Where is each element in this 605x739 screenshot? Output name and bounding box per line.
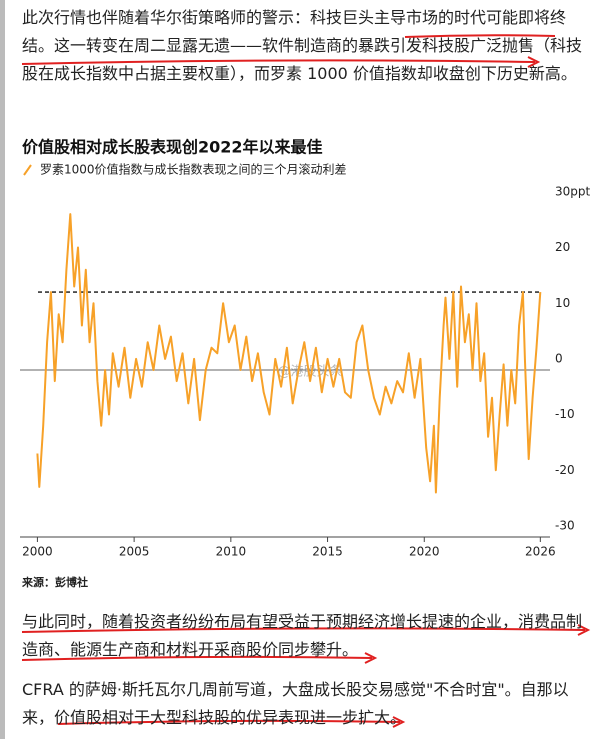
x-tick-label: 2026 <box>525 545 556 559</box>
underline <box>404 34 556 38</box>
chart-title: 价值股相对成长股表现创2022年以来最佳 <box>22 138 323 157</box>
paragraph: 此次行情也伴随着华尔街策略师的警示：科技巨头主导市场的时代可能即将终结。这一转变… <box>22 8 583 83</box>
y-tick-label: -30 <box>555 519 575 533</box>
paragraph: 与此同时，随着投资者纷纷布局有望受益于预期经济增长提速的企业，消费品制造商、能源… <box>22 612 583 659</box>
paragraph: CFRA 的萨姆·斯托瓦尔几周前写道，大盘成长股交易感觉"不合时宜"。自那以来，… <box>22 680 569 727</box>
x-tick-label: 2020 <box>409 545 440 559</box>
underline <box>21 56 541 68</box>
x-tick-label: 2000 <box>22 545 53 559</box>
y-tick-label: 20 <box>555 240 570 254</box>
y-tick-label: -10 <box>555 407 575 421</box>
x-tick-label: 2005 <box>119 545 150 559</box>
annotations <box>21 34 591 728</box>
y-tick-label: -20 <box>555 463 575 477</box>
legend-label: 罗素1000价值指数与成长指数表现之间的三个月滚动利差 <box>40 162 347 177</box>
legend-swatch <box>23 164 32 176</box>
x-tick-label: 2010 <box>216 545 247 559</box>
data-line <box>36 213 542 494</box>
left-border <box>0 0 5 739</box>
x-tick-label: 2015 <box>312 545 343 559</box>
source: 来源：彭博社 <box>21 575 88 589</box>
y-tick-label: 10 <box>555 296 570 310</box>
underline <box>21 624 591 636</box>
y-tick-label: 0 <box>555 352 563 366</box>
underline <box>57 716 406 728</box>
underline <box>21 652 378 664</box>
y-tick-label: 30ppt <box>555 185 591 199</box>
